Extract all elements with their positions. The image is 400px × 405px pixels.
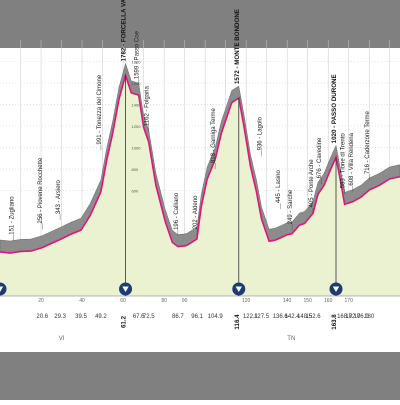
place-label: 1599 - Passo Coe — [135, 30, 141, 79]
place-label: 991 - Tonezza del Cimone — [97, 74, 103, 144]
km-tick-label: 72.5 — [143, 314, 155, 320]
elevation-profile — [0, 62, 400, 297]
summit-label: 1572 - MONTE BONDONE — [234, 9, 241, 84]
km-grid-label: 20 — [38, 298, 44, 304]
altitude-tick-label: 1000 — [132, 146, 142, 151]
place-label: 249 - Sarche — [288, 189, 294, 224]
km-grid-label: 150 — [304, 298, 313, 304]
km-grid-label: 170 — [345, 298, 354, 304]
km-grid-label: 60 — [120, 298, 126, 304]
place-label: 445 - Lasino — [276, 169, 282, 203]
km-tick-label: 168.0 — [337, 314, 353, 320]
km-grid-label: 90 — [182, 298, 188, 304]
altitude-tick-label: 1600 — [132, 81, 142, 86]
place-labels: 151 - Zugliano 256 - Piovene Rocchette 343… — [9, 0, 371, 296]
place-label: 936 - Lagolo — [258, 116, 264, 150]
profile-area — [0, 75, 400, 296]
summit-km-label: 116.4 — [234, 314, 241, 330]
km-tick-label: 152.6 — [306, 314, 322, 320]
km-grid-label: 140 — [283, 298, 292, 304]
place-label: 676 - Cavedine — [317, 137, 323, 178]
place-label: 1162 - Folgaria — [145, 86, 151, 127]
place-label: 196 - Calliano — [174, 192, 180, 230]
km-tick-label: 176.0 — [354, 314, 370, 320]
place-label: 343 - Arsiero — [56, 179, 62, 214]
altitude-scale: 600 800 1000 1200 1400 1600 1800 — [132, 60, 142, 194]
summit-label: 1020 - PASSO DURONE — [331, 74, 338, 143]
km-tick-label: 86.7 — [172, 314, 184, 320]
climb-marker — [0, 282, 7, 296]
place-label: 256 - Piovene Rocchette — [38, 157, 44, 223]
top-bar — [0, 0, 400, 48]
km-tick-label: 29.3 — [54, 314, 66, 320]
climb-marker-arrow — [0, 286, 4, 292]
km-tick-label: 49.2 — [95, 314, 107, 320]
climb-marker-arrow — [235, 286, 242, 292]
profile-line — [0, 72, 400, 254]
place-label: 151 - Zugliano — [9, 196, 15, 235]
km-tick-label: 142.4 — [285, 314, 301, 320]
altitude-tick-label: 1400 — [132, 103, 142, 108]
km-tick-label: 127.5 — [254, 314, 270, 320]
km-tick-label: 39.5 — [75, 314, 87, 320]
altitude-tick-label: 600 — [132, 189, 139, 194]
km-grid-label: 120 — [242, 298, 251, 304]
altitude-tick-label: 1800 — [132, 60, 142, 65]
km-grid-label: 160 — [324, 298, 333, 304]
km-tick-label: 96.1 — [191, 314, 203, 320]
place-label: 818 - Garniga Terme — [211, 107, 217, 163]
altitude-tick-label: 1200 — [132, 124, 142, 129]
km-grid-label: 40 — [79, 298, 85, 304]
region-label: VI — [59, 336, 65, 342]
climb-marker-arrow — [332, 286, 340, 292]
summit-km-label: 61.2 — [121, 315, 128, 328]
climb-marker-arrow — [122, 286, 129, 292]
km-ticks: 20.6 29.3 39.5 49.2 67.672.5 86.7 96.1 104.9 122… — [36, 314, 374, 342]
summit-label: 1782 - FORCELLA VALBONA — [121, 0, 128, 61]
km-tick-label: 67.6 — [133, 314, 145, 320]
place-label: 202 - Aldeno — [193, 195, 199, 229]
altitude-tick-label: 800 — [132, 167, 139, 172]
km-tick-label: 122.1 — [243, 314, 259, 320]
km-tick-label: 20.6 — [36, 314, 48, 320]
climb-markers — [0, 282, 343, 296]
km-tick-label: 148.5 — [297, 314, 313, 320]
place-label: 716 - Caderzone Terme — [365, 110, 371, 174]
km-tick-label: 172.0 — [345, 314, 361, 320]
summit-km-label: 163.8 — [331, 314, 338, 330]
km-tick-label: 180 — [364, 314, 375, 320]
place-label: 405 - Ponte Arche — [309, 159, 315, 208]
place-label: 583 - Tione di Trento — [341, 133, 347, 189]
bottom-bar — [0, 352, 400, 400]
km-tick-label: 104.9 — [208, 314, 224, 320]
region-label: TN — [287, 336, 295, 342]
km-grid-label: 80 — [161, 298, 167, 304]
place-label: 608 - Villa Rendena — [349, 132, 355, 185]
km-tick-label: 136.6 — [273, 314, 289, 320]
